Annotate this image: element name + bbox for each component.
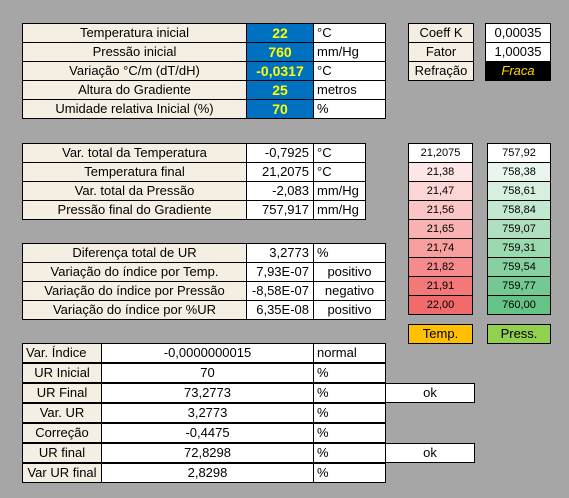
- coef-value-k[interactable]: 0,00035: [485, 23, 551, 43]
- result-unit-var-pressao: mm/Hg: [313, 181, 366, 201]
- coef-value-fator[interactable]: 1,00035: [485, 42, 551, 62]
- ur-value-var-temp[interactable]: 7,93E-07: [246, 262, 314, 282]
- input-altura[interactable]: 25: [246, 80, 314, 100]
- ur-label-var-pressao: Variação do índice por Pressão: [22, 281, 247, 301]
- ur-status-var-pressao: negativo: [313, 281, 386, 301]
- ur-status-var-ur: positivo: [313, 300, 386, 320]
- press-scale-cell: 759,54: [487, 257, 551, 277]
- result-unit-pressao-final: mm/Hg: [313, 200, 366, 220]
- input-variacao[interactable]: -0,0317: [246, 61, 314, 81]
- ur-unit-diferenca: %: [313, 243, 386, 263]
- temp-scale-cell: 21,38: [408, 162, 473, 182]
- input-label-pressao-inicial: Pressão inicial: [22, 42, 247, 62]
- final-label-var-ur-final: Var UR final: [22, 463, 102, 483]
- input-unit-temperatura: °C: [313, 23, 386, 43]
- input-label-temperatura-inicial: Temperatura inicial: [22, 23, 247, 43]
- final-unit-correcao: %: [313, 423, 386, 443]
- temp-scale-cell: 21,65: [408, 219, 473, 239]
- temp-scale-label: Temp.: [408, 324, 473, 344]
- ur-label-var-ur: Variação do índice por %UR: [22, 300, 247, 320]
- press-scale-cell: 757,92: [487, 143, 551, 163]
- result-label-var-temp: Var. total da Temperatura: [22, 143, 247, 163]
- final-value-var-ur[interactable]: 3,2773: [101, 403, 314, 423]
- result-unit-var-temp: °C: [313, 143, 366, 163]
- final-value-ur-final-corr[interactable]: 72,8298: [101, 443, 314, 463]
- press-scale-cell: 758,38: [487, 162, 551, 182]
- result-value-var-temp[interactable]: -0,7925: [246, 143, 314, 163]
- result-label-pressao-final: Pressão final do Gradiente: [22, 200, 247, 220]
- temp-scale-cell: 21,74: [408, 238, 473, 258]
- final-unit-var-ur-final: %: [313, 463, 386, 483]
- temp-scale-cell: 21,82: [408, 257, 473, 277]
- result-value-temp-final[interactable]: 21,2075: [246, 162, 314, 182]
- final-unit-ur-inicial: %: [313, 363, 386, 383]
- input-label-variacao: Variação °C/m (dT/dH): [22, 61, 247, 81]
- press-scale-cell: 758,61: [487, 181, 551, 201]
- final-label-var-ur: Var. UR: [22, 403, 102, 423]
- input-temperatura-inicial[interactable]: 22: [246, 23, 314, 43]
- final-value-var-ur-final[interactable]: 2,8298: [101, 463, 314, 483]
- coef-label-refracao: Refração: [408, 61, 474, 81]
- final-value-correcao[interactable]: -0,4475: [101, 423, 314, 443]
- temp-scale-cell: 21,56: [408, 200, 473, 220]
- temp-scale-cell: 21,47: [408, 181, 473, 201]
- input-unit-altura: metros: [313, 80, 386, 100]
- final-value-var-indice[interactable]: -0,0000000015: [101, 343, 314, 363]
- final-status-ur-final-corr: ok: [385, 443, 475, 463]
- temp-scale-cell: 22,00: [408, 295, 473, 315]
- coef-value-refracao[interactable]: Fraca: [485, 61, 551, 81]
- input-unit-pressao: mm/Hg: [313, 42, 386, 62]
- temp-scale-cell: 21,91: [408, 276, 473, 296]
- result-unit-temp-final: °C: [313, 162, 366, 182]
- final-status-ur-final: ok: [385, 383, 475, 403]
- result-label-temp-final: Temperatura final: [22, 162, 247, 182]
- input-umidade[interactable]: 70: [246, 99, 314, 119]
- final-value-ur-final[interactable]: 73,2773: [101, 383, 314, 403]
- ur-value-diferenca[interactable]: 3,2773: [246, 243, 314, 263]
- press-scale-cell: 760,00: [487, 295, 551, 315]
- ur-value-var-pressao[interactable]: -8,58E-07: [246, 281, 314, 301]
- coef-label-fator: Fator: [408, 42, 474, 62]
- ur-value-var-ur[interactable]: 6,35E-08: [246, 300, 314, 320]
- input-unit-variacao: °C: [313, 61, 386, 81]
- final-value-ur-inicial[interactable]: 70: [101, 363, 314, 383]
- press-scale-cell: 759,31: [487, 238, 551, 258]
- input-label-altura: Altura do Gradiente: [22, 80, 247, 100]
- ur-label-var-temp: Variação do índice por Temp.: [22, 262, 247, 282]
- input-unit-umidade: %: [313, 99, 386, 119]
- temp-scale-cell: 21,2075: [408, 143, 473, 163]
- final-unit-ur-final-corr: %: [313, 443, 386, 463]
- final-label-ur-final: UR Final: [22, 383, 102, 403]
- final-label-correcao: Correção: [22, 423, 102, 443]
- ur-label-diferenca: Diferença total de UR: [22, 243, 247, 263]
- ur-status-var-temp: positivo: [313, 262, 386, 282]
- press-scale-cell: 759,77: [487, 276, 551, 296]
- final-label-ur-final-corr: UR final: [22, 443, 102, 463]
- press-scale-label: Press.: [487, 324, 551, 344]
- input-label-umidade: Umidade relativa Inicial (%): [22, 99, 247, 119]
- result-value-pressao-final[interactable]: 757,917: [246, 200, 314, 220]
- coef-label-k: Coeff K: [408, 23, 474, 43]
- final-label-var-indice: Var. Índice: [22, 343, 102, 363]
- final-label-ur-inicial: UR Inicial: [22, 363, 102, 383]
- press-scale-cell: 758,84: [487, 200, 551, 220]
- press-scale-cell: 759,07: [487, 219, 551, 239]
- final-unit-var-indice: normal: [313, 343, 386, 363]
- result-label-var-pressao: Var. total da Pressão: [22, 181, 247, 201]
- input-pressao-inicial[interactable]: 760: [246, 42, 314, 62]
- result-value-var-pressao[interactable]: -2,083: [246, 181, 314, 201]
- final-unit-ur-final: %: [313, 383, 386, 403]
- final-unit-var-ur: %: [313, 403, 386, 423]
